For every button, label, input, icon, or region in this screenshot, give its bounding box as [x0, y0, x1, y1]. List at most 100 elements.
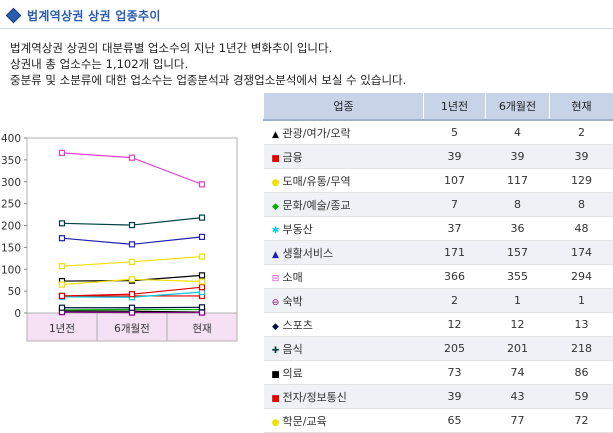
- y-tick-label: 0: [14, 308, 21, 320]
- value-current: 86: [550, 361, 613, 385]
- y-tick-label: 300: [1, 177, 21, 189]
- value-1-year-ago: 65: [424, 409, 486, 433]
- value-1-year-ago: 107: [424, 169, 486, 193]
- value-1-year-ago: 205: [424, 337, 486, 361]
- series-point: [200, 305, 205, 310]
- x-tick-label: 6개월전: [114, 323, 150, 335]
- header-current: 현재: [550, 93, 613, 121]
- description-line: 중분류 및 소분류에 대한 업소수는 업종분석과 경쟁업소분석에서 보실 수 있…: [10, 72, 406, 88]
- description-line: 상권내 총 업소수는 1,102개 입니다.: [10, 56, 406, 72]
- industry-name: 도매/유통/무역: [283, 175, 351, 188]
- value-current: 1: [550, 289, 613, 313]
- series-marker-icon: ◆: [270, 202, 282, 212]
- industry-cell: ◆스포츠: [264, 313, 424, 337]
- series-point: [60, 282, 65, 287]
- header-1-year-ago: 1년전: [424, 93, 486, 121]
- title-divider: [0, 28, 613, 29]
- series-marker-icon: ▲: [270, 250, 282, 260]
- industry-cell: ●도매/유통/무역: [264, 169, 424, 193]
- table-header-row: 업종 1년전 6개월전 현재: [264, 93, 613, 121]
- value-current: 59: [550, 385, 613, 409]
- industry-cell: ◆문화/예술/종교: [264, 193, 424, 217]
- series-point: [130, 155, 135, 160]
- series-marker-icon: ■: [270, 370, 282, 380]
- industry-name: 금융: [283, 151, 303, 164]
- industry-name: 부동산: [283, 223, 313, 236]
- page-title: 법계역상권 상권 업종추이: [27, 7, 161, 24]
- value-current: 218: [550, 337, 613, 361]
- series-marker-icon: ⊟: [270, 274, 282, 284]
- value-1-year-ago: 2: [424, 289, 486, 313]
- industry-cell: ▲생활서비스: [264, 241, 424, 265]
- x-tick-label: 1년전: [49, 323, 75, 335]
- value-current: 129: [550, 169, 613, 193]
- series-point: [130, 292, 135, 297]
- description-line: 법계역상권 상권의 대분류별 업소수의 지난 1년간 변화추이 입니다.: [10, 40, 406, 56]
- series-marker-icon: ✚: [270, 346, 282, 356]
- y-tick-label: 100: [1, 264, 21, 276]
- series-point: [60, 264, 65, 269]
- series-point: [130, 259, 135, 264]
- series-point: [60, 236, 65, 241]
- page-header: 법계역상권 상권 업종추이: [4, 5, 161, 25]
- value-6-months-ago: 355: [486, 265, 550, 289]
- series-point: [200, 215, 205, 220]
- value-6-months-ago: 74: [486, 361, 550, 385]
- value-6-months-ago: 1: [486, 289, 550, 313]
- industry-cell: ▲관광/여가/오락: [264, 120, 424, 145]
- y-tick-label: 200: [1, 221, 21, 233]
- value-1-year-ago: 39: [424, 145, 486, 169]
- y-tick-label: 350: [1, 155, 21, 167]
- value-current: 13: [550, 313, 613, 337]
- value-1-year-ago: 12: [424, 313, 486, 337]
- industry-cell: ●학문/교육: [264, 409, 424, 433]
- y-tick-label: 250: [1, 199, 21, 211]
- y-tick-label: 50: [8, 286, 21, 298]
- value-current: 39: [550, 145, 613, 169]
- industry-cell: ⊟소매: [264, 265, 424, 289]
- value-current: 48: [550, 217, 613, 241]
- series-marker-icon: ⊖: [270, 298, 282, 308]
- value-6-months-ago: 157: [486, 241, 550, 265]
- series-marker-icon: ■: [270, 154, 282, 164]
- diamond-bullet-icon: [6, 7, 22, 23]
- series-marker-icon: ✱: [270, 226, 282, 236]
- value-current: 8: [550, 193, 613, 217]
- industry-name: 생활서비스: [283, 247, 334, 260]
- value-6-months-ago: 117: [486, 169, 550, 193]
- industry-cell: ■전자/정보통신: [264, 385, 424, 409]
- industry-name: 스포츠: [283, 319, 313, 332]
- value-current: 294: [550, 265, 613, 289]
- series-point: [60, 305, 65, 310]
- y-tick-label: 400: [1, 133, 21, 145]
- description: 법계역상권 상권의 대분류별 업소수의 지난 1년간 변화추이 입니다. 상권내…: [10, 40, 406, 88]
- series-point: [130, 305, 135, 310]
- value-6-months-ago: 12: [486, 313, 550, 337]
- header-industry: 업종: [264, 93, 424, 121]
- value-6-months-ago: 43: [486, 385, 550, 409]
- series-point: [200, 279, 205, 284]
- value-6-months-ago: 8: [486, 193, 550, 217]
- value-1-year-ago: 366: [424, 265, 486, 289]
- value-6-months-ago: 39: [486, 145, 550, 169]
- series-point: [200, 285, 205, 290]
- value-6-months-ago: 77: [486, 409, 550, 433]
- series-point: [200, 273, 205, 278]
- industry-name: 숙박: [283, 295, 303, 308]
- value-current: 2: [550, 120, 613, 145]
- value-6-months-ago: 201: [486, 337, 550, 361]
- series-point: [130, 223, 135, 228]
- series-marker-icon: ▲: [270, 130, 282, 140]
- industry-name: 관광/여가/오락: [283, 127, 351, 140]
- series-marker-icon: ●: [270, 418, 282, 428]
